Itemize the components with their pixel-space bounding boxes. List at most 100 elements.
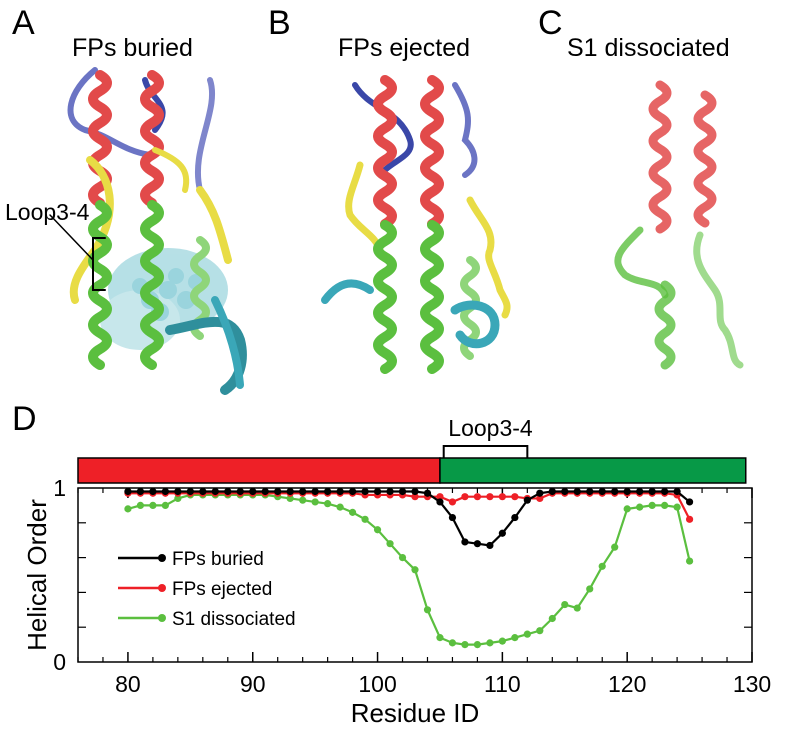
data-point <box>211 487 219 496</box>
data-point <box>386 487 394 496</box>
data-point <box>536 494 544 503</box>
data-point <box>398 554 407 562</box>
x-tick-label: 100 <box>358 671 396 697</box>
data-point <box>436 498 444 506</box>
data-point <box>685 498 694 506</box>
loop34-annotation-a: Loop3-4 <box>5 199 90 225</box>
data-point <box>498 637 506 645</box>
data-point <box>561 600 569 609</box>
data-point <box>348 487 357 496</box>
y-tick-labels: 01 <box>53 475 66 675</box>
data-point <box>461 493 469 501</box>
data-point <box>623 487 631 496</box>
data-point <box>373 526 382 534</box>
series-line-0 <box>127 490 691 547</box>
panel-title-b: FPs ejected <box>338 34 471 62</box>
series-line-2 <box>127 493 691 646</box>
data-point <box>398 487 407 496</box>
data-point <box>124 505 132 513</box>
data-point <box>311 498 319 506</box>
structure-a <box>49 67 247 395</box>
plot-frame <box>77 487 753 663</box>
y-tick-label: 1 <box>53 475 66 501</box>
data-point <box>685 515 694 523</box>
data-point <box>448 498 457 506</box>
data-point <box>436 634 444 642</box>
structure-c <box>614 80 744 370</box>
domain-bar-segment-0 <box>77 457 441 484</box>
x-tick-labels: 80 90 100 110 120 130 <box>115 671 771 697</box>
data-point <box>286 487 294 496</box>
data-point <box>573 604 581 612</box>
domain-bar-segment-1 <box>439 457 747 484</box>
data-point <box>299 496 307 504</box>
data-point <box>473 540 482 548</box>
data-point <box>336 503 344 511</box>
data-point <box>511 513 519 522</box>
data-point <box>174 487 182 496</box>
loop-bracket <box>442 445 529 458</box>
data-point <box>636 487 644 496</box>
data-point <box>299 487 307 496</box>
data-point <box>136 501 145 509</box>
data-point <box>448 639 457 647</box>
data-point <box>548 487 556 496</box>
data-point <box>673 503 681 511</box>
data-point <box>124 487 132 496</box>
x-tick-label: 110 <box>484 671 521 697</box>
data-point <box>224 487 232 496</box>
data-point <box>423 606 432 614</box>
y-axis-title: Helical Order <box>22 499 52 651</box>
series-line-1 <box>127 492 691 520</box>
data-point <box>274 487 282 496</box>
data-point <box>636 503 644 511</box>
data-point <box>149 487 157 496</box>
data-point <box>136 487 145 496</box>
legend-entry: FPs buried <box>172 549 264 570</box>
panel-letter-d: D <box>12 400 37 438</box>
data-point <box>411 566 419 574</box>
data-point <box>685 557 694 565</box>
legend-entry: FPs ejected <box>172 579 272 600</box>
data-point <box>324 500 332 508</box>
data-point <box>174 494 182 503</box>
data-point <box>261 487 269 496</box>
data-point <box>548 614 556 623</box>
data-point <box>536 489 544 497</box>
data-point <box>286 494 294 503</box>
x-tick-label: 130 <box>733 671 771 697</box>
data-point <box>611 487 619 496</box>
y-tick-label: 0 <box>53 649 66 675</box>
structure-b <box>321 75 511 374</box>
data-point <box>561 487 569 496</box>
data-point <box>149 501 157 509</box>
data-point <box>573 487 581 496</box>
data-point <box>486 493 494 501</box>
data-point <box>511 493 519 501</box>
data-point <box>648 487 656 496</box>
x-tick-label: 90 <box>240 671 266 697</box>
data-point <box>199 487 207 496</box>
data-point <box>461 641 469 649</box>
data-point <box>448 513 457 522</box>
data-point <box>661 501 669 509</box>
data-point <box>598 562 606 570</box>
data-point <box>673 487 681 496</box>
data-point <box>336 487 344 496</box>
panel-title-a: FPs buried <box>72 34 193 62</box>
data-point <box>361 487 369 496</box>
data-point <box>523 496 531 504</box>
data-point <box>249 487 257 496</box>
data-point <box>411 487 419 496</box>
data-point <box>324 487 332 496</box>
data-point <box>186 487 194 496</box>
data-point <box>373 487 382 496</box>
data-point <box>411 493 419 501</box>
data-point <box>436 493 444 501</box>
data-point <box>386 540 394 548</box>
data-point <box>598 487 606 496</box>
data-point <box>611 543 619 551</box>
data-point <box>361 515 369 523</box>
panel-letter-b: B <box>268 4 291 42</box>
